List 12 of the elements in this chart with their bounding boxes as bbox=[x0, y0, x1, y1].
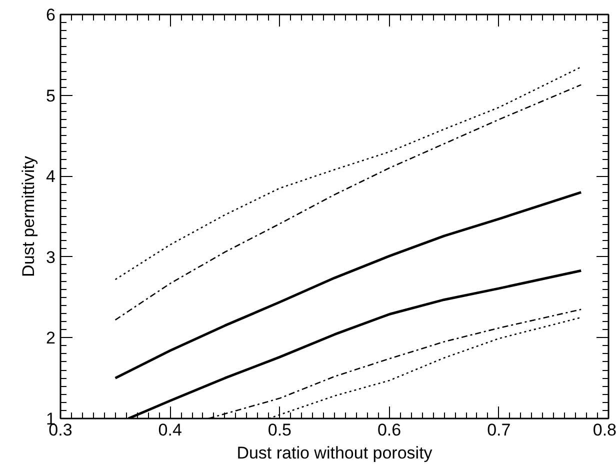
y-tick-label: 2 bbox=[46, 328, 56, 348]
y-axis-title: Dust permittivity bbox=[19, 156, 38, 277]
x-tick-label: 0.6 bbox=[377, 420, 402, 440]
x-axis-title: Dust ratio without porosity bbox=[236, 444, 433, 462]
x-tick-label: 0.5 bbox=[268, 420, 292, 440]
x-tick-label: 0.8 bbox=[592, 420, 616, 440]
x-tick-label: 0.4 bbox=[158, 420, 182, 440]
y-tick-label: 5 bbox=[46, 86, 56, 106]
x-tick-label: 0.7 bbox=[487, 420, 511, 440]
y-tick-label: 4 bbox=[46, 167, 56, 186]
y-tick-label: 6 bbox=[46, 6, 56, 24]
y-tick-label: 3 bbox=[46, 248, 56, 267]
